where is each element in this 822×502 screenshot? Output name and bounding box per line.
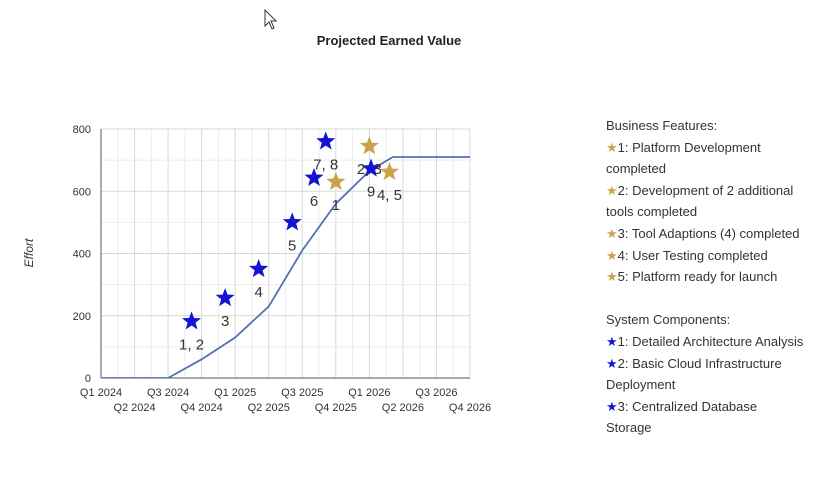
x-tick-label: Q1 2026 bbox=[348, 387, 390, 399]
legend-item-label: 5: Platform ready for launch bbox=[617, 269, 778, 285]
x-tick-label: Q2 2026 bbox=[382, 402, 424, 414]
legend-item-label: 1: Platform Development completed bbox=[606, 139, 761, 177]
x-tick-label: Q1 2024 bbox=[80, 387, 122, 399]
legend-system-list: ★1: Detailed Architecture Analysis ★2: Ba… bbox=[606, 331, 806, 439]
legend-business-item: ★5: Platform ready for launch bbox=[606, 266, 806, 288]
legend-item-label: 1: Detailed Architecture Analysis bbox=[617, 333, 804, 349]
legend-item-label: 3: Tool Adaptions (4) completed bbox=[617, 225, 800, 241]
star-icon: ★ bbox=[606, 225, 618, 241]
system-component-star-marker bbox=[361, 158, 381, 177]
legend-business-title: Business Features: bbox=[606, 118, 718, 133]
star-icon: ★ bbox=[606, 355, 618, 371]
marker-data-label: 6 bbox=[310, 193, 318, 210]
star-icon: ★ bbox=[606, 269, 618, 285]
y-tick-label: 0 bbox=[85, 373, 91, 385]
star-icon: ★ bbox=[606, 247, 618, 263]
x-tick-label: Q3 2024 bbox=[147, 387, 189, 399]
legend-spacer bbox=[606, 288, 806, 310]
chart-plot: 0 200 400 600 800 Q1 2024 Q2 2024 Q3 2024 Q4 202… bbox=[73, 124, 491, 414]
marker-data-label: 4, 5 bbox=[377, 187, 402, 204]
star-icon: ★ bbox=[606, 398, 618, 414]
system-component-star-marker bbox=[304, 167, 324, 186]
system-component-star-marker bbox=[182, 311, 202, 330]
legend-business-item: ★2: Development of 2 additional tools co… bbox=[606, 180, 806, 223]
star-icon: ★ bbox=[606, 333, 618, 349]
legend: Business Features: ★1: Platform Developm… bbox=[606, 115, 806, 439]
legend-system-item: ★3: Centralized Database Storage bbox=[606, 396, 806, 439]
legend-business-item: ★4: User Testing completed bbox=[606, 245, 806, 267]
mouse-pointer-icon bbox=[264, 9, 278, 30]
legend-system-title: System Components: bbox=[606, 312, 731, 328]
y-tick-label: 800 bbox=[73, 124, 91, 136]
x-tick-label: Q4 2025 bbox=[315, 402, 357, 414]
marker-data-label: 5 bbox=[288, 237, 296, 254]
system-component-star-marker bbox=[215, 288, 235, 307]
legend-system-item: ★2: Basic Cloud Infrastructure Deploymen… bbox=[606, 353, 806, 396]
legend-business-item: ★3: Tool Adaptions (4) completed bbox=[606, 223, 806, 245]
y-tick-label: 200 bbox=[73, 311, 91, 323]
marker-data-label: 2, 3 bbox=[357, 161, 382, 178]
system-component-star-marker bbox=[282, 212, 302, 231]
legend-item-label: 3: Centralized Database Storage bbox=[606, 398, 758, 436]
legend-system-item: ★1: Detailed Architecture Analysis bbox=[606, 331, 806, 353]
star-icon: ★ bbox=[606, 139, 618, 155]
business-feature-star-marker bbox=[379, 161, 399, 181]
x-tick-label: Q2 2024 bbox=[113, 402, 155, 414]
x-tick-label: Q4 2026 bbox=[449, 402, 491, 414]
marker-data-label: 7, 8 bbox=[313, 156, 338, 173]
y-tick-label: 600 bbox=[73, 186, 91, 198]
x-tick-label: Q3 2026 bbox=[415, 387, 457, 399]
chart-title: Projected Earned Value bbox=[316, 33, 462, 48]
system-component-star-marker bbox=[316, 131, 336, 150]
marker-data-label: 4 bbox=[254, 284, 262, 301]
x-tick-label: Q1 2025 bbox=[214, 387, 256, 399]
series-line bbox=[101, 156, 470, 378]
business-feature-star-marker bbox=[326, 171, 346, 190]
marker-data-label: 3 bbox=[221, 313, 229, 330]
legend-item-label: 2: Development of 2 additional tools com… bbox=[606, 182, 794, 220]
star-icon: ★ bbox=[606, 182, 618, 198]
y-tick-label: 400 bbox=[73, 249, 91, 261]
marker-data-label: 1 bbox=[332, 197, 340, 214]
system-component-star-marker bbox=[249, 259, 269, 278]
legend-item-label: 2: Basic Cloud Infrastructure Deployment bbox=[606, 355, 782, 393]
legend-business-item: ★1: Platform Development completed bbox=[606, 137, 806, 180]
business-feature-star-marker bbox=[359, 136, 379, 155]
x-tick-label: Q3 2025 bbox=[281, 387, 323, 399]
marker-data-label: 9 bbox=[367, 184, 375, 201]
legend-item-label: 4: User Testing completed bbox=[617, 247, 768, 263]
x-tick-label: Q2 2025 bbox=[248, 402, 290, 414]
legend-business-list: ★1: Platform Development completed ★2: De… bbox=[606, 137, 806, 288]
marker-data-label: 1, 2 bbox=[179, 336, 204, 353]
x-tick-label: Q4 2024 bbox=[181, 402, 223, 414]
